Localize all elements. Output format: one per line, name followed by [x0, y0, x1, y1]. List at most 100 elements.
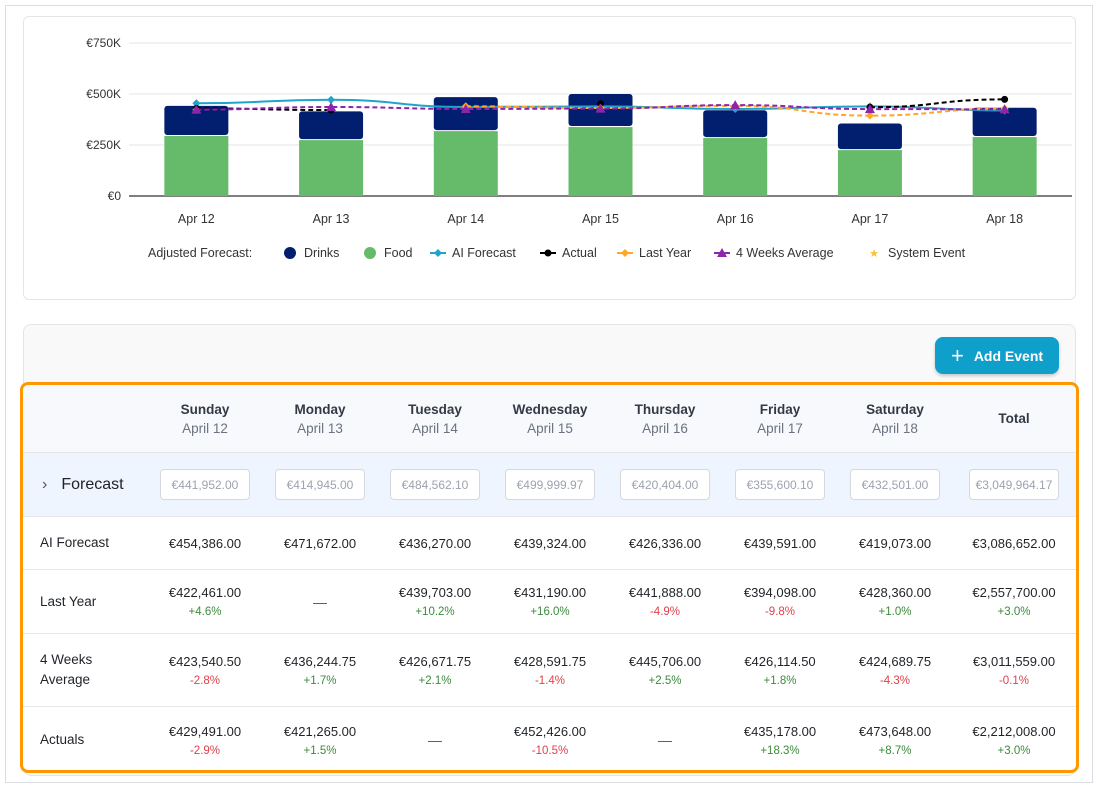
table-cell: €454,386.00 [149, 517, 261, 569]
bar-food [568, 127, 633, 196]
table-cell: €421,265.00 +1.5% [264, 707, 376, 770]
table-cell: €420,404.00 [609, 453, 721, 516]
cell-change-percent: +2.1% [418, 674, 452, 687]
forecast-input-value: €414,945.00 [286, 477, 354, 492]
column-header: Thursday April 16 [609, 385, 721, 452]
bar-drinks [703, 110, 768, 138]
table-cell: €436,244.75 +1.7% [264, 634, 376, 706]
cell-change-percent: +1.7% [303, 674, 337, 687]
cell-value: €436,244.75 [283, 653, 357, 669]
day-name: Monday [294, 401, 346, 417]
cell-change-percent: +18.3% [760, 744, 800, 757]
y-tick-label: €250K [86, 138, 121, 152]
legend-label: Food [384, 246, 413, 260]
table-cell: €428,591.75 -1.4% [494, 634, 606, 706]
cell-value: €419,073.00 [858, 535, 932, 551]
forecast-input-value: €484,562.10 [401, 477, 469, 492]
x-tick-label: Apr 14 [447, 212, 484, 226]
x-tick-label: Apr 15 [582, 212, 619, 226]
cell-value: €473,648.00 [858, 723, 932, 739]
column-header: Saturday April 18 [839, 385, 951, 452]
bar-food [972, 137, 1037, 196]
forecast-input[interactable]: €484,562.10 [390, 469, 480, 500]
forecast-input[interactable]: €499,999.97 [505, 469, 595, 500]
cell-value: €435,178.00 [743, 723, 817, 739]
4-weeks-average-marker [326, 102, 337, 112]
day-name: Tuesday [408, 401, 462, 417]
forecast-input[interactable]: €432,501.00 [850, 469, 940, 500]
bar-food [299, 140, 364, 196]
bar-food [164, 136, 229, 196]
table-cell: €452,426.00 -10.5% [494, 707, 606, 770]
table-row-last-year: Last Year €422,461.00 +4.6% — €439,703.00 +10… [23, 570, 1076, 634]
legend-label: Drinks [304, 246, 339, 260]
cell-change-percent: +2.5% [648, 674, 682, 687]
table-cell: €355,600.10 [724, 453, 836, 516]
column-header: Tuesday April 14 [379, 385, 491, 452]
column-header: Monday April 13 [264, 385, 376, 452]
add-event-label: Add Event [973, 347, 1044, 364]
row-label-text: Forecast [61, 475, 124, 493]
forecast-input[interactable]: €3,049,964.17 [969, 469, 1059, 500]
cell-value: €426,114.50 [744, 653, 816, 669]
cell-value: €436,270.00 [398, 535, 472, 551]
table-cell: €445,706.00 +2.5% [609, 634, 721, 706]
cell-value: — [658, 732, 672, 748]
table-cell: €428,360.00 +1.0% [839, 570, 951, 633]
day-date: April 15 [527, 420, 573, 436]
table-cell: €426,114.50 +1.8% [724, 634, 836, 706]
table-cell: €484,562.10 [379, 453, 491, 516]
forecast-table: Sunday April 12 Monday April 13 Tuesday April… [20, 382, 1079, 773]
cell-value: €428,360.00 [858, 585, 932, 600]
last-year-marker [621, 249, 629, 257]
bar-drinks [837, 123, 902, 150]
table-cell: €499,999.97 [494, 453, 606, 516]
table-row-forecast[interactable]: › Forecast €441,952.00 €414,945.00 €484,562.… [23, 453, 1076, 517]
forecast-input-value: €420,404.00 [631, 477, 699, 492]
legend-swatch [364, 247, 376, 259]
forecast-input[interactable]: €355,600.10 [735, 469, 825, 500]
x-tick-label: Apr 16 [717, 212, 754, 226]
4-weeks-average-marker [717, 248, 727, 257]
ai-forecast-marker [434, 249, 442, 257]
table-cell: €429,491.00 -2.9% [149, 707, 261, 770]
4-weeks-average-marker [864, 104, 875, 114]
cell-value: €445,706.00 [628, 653, 702, 669]
table-cell: €435,178.00 +18.3% [724, 707, 836, 770]
cell-value: €424,689.75 [858, 653, 932, 669]
actual-marker [544, 249, 552, 257]
bar-food [837, 150, 902, 196]
forecast-chart: €0 €250K €500K €750K Apr 12 Apr 13 Apr 14 Apr 1… [86, 36, 1072, 260]
chevron-right-icon[interactable]: › [42, 475, 48, 493]
last-year-line [465, 104, 1005, 117]
row-label: Last Year [40, 593, 97, 609]
forecast-input-value: €499,999.97 [516, 477, 584, 492]
legend-swatch [284, 247, 296, 259]
table-cell: €426,336.00 [609, 517, 721, 569]
cell-value: — [428, 732, 442, 748]
cell-change-percent: -2.8% [189, 674, 221, 687]
cell-change-percent: -2.9% [189, 744, 221, 757]
add-event-button[interactable]: + Add Event [935, 337, 1059, 374]
day-name: Saturday [866, 401, 924, 417]
table-cell: €439,591.00 [724, 517, 836, 569]
legend-label: Last Year [639, 246, 691, 260]
y-tick-label: €750K [86, 36, 121, 50]
forecast-input[interactable]: €414,945.00 [275, 469, 365, 500]
table-cell: €436,270.00 [379, 517, 491, 569]
day-name: Thursday [634, 401, 696, 417]
cell-change-percent: +1.0% [878, 606, 912, 618]
cell-value: €471,672.00 [283, 535, 357, 551]
forecast-input[interactable]: €420,404.00 [620, 469, 710, 500]
row-label: › Forecast [40, 453, 124, 516]
bar-drinks [433, 97, 498, 131]
total-label: Total [998, 411, 1030, 426]
forecast-input[interactable]: €441,952.00 [160, 469, 250, 500]
table-cell: €414,945.00 [264, 453, 376, 516]
cell-value: €439,703.00 [398, 585, 472, 600]
legend-label: AI Forecast [452, 246, 516, 260]
y-tick-label: €0 [108, 189, 122, 203]
table-cell: €426,671.75 +2.1% [379, 634, 491, 706]
cell-change-percent: +3.0% [997, 744, 1031, 757]
cell-change-percent: +1.8% [763, 674, 797, 687]
